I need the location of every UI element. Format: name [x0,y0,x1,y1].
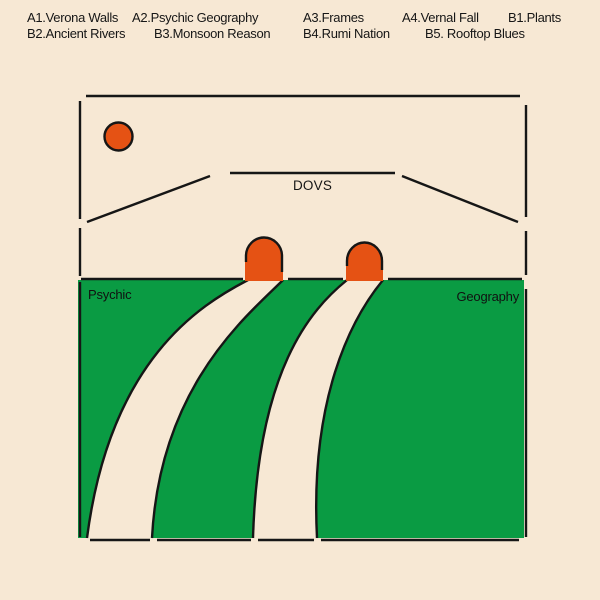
tunnel-arch-icon [346,242,383,281]
track-item: B2.Ancient Rivers [27,26,126,41]
frame-lines [78,94,528,537]
track-item: A2.Psychic Geography [132,10,259,25]
track-item: B3.Monsoon Reason [154,26,271,41]
tunnel-arch-icon [245,237,283,281]
track-item: A3.Frames [303,10,364,25]
track-item: A4.Vernal Fall [402,10,479,25]
tracklist: A1.Verona Walls A2.Psychic Geography A3.… [0,0,600,44]
road-edges [85,278,384,539]
tunnel-arch-outlines [244,236,384,272]
track-item: B1.Plants [508,10,561,25]
right-road-path [253,280,383,538]
track-item: B5. Rooftop Blues [425,26,525,41]
roof-outline [86,171,519,224]
left-road-path [87,280,283,538]
album-title-left: Psychic [88,287,132,302]
artist-name: DOVS [292,178,333,193]
track-item: B4.Rumi Nation [303,26,390,41]
album-title-right: Geography [456,289,519,304]
track-item: A1.Verona Walls [27,10,119,25]
sun-icon [103,121,134,152]
